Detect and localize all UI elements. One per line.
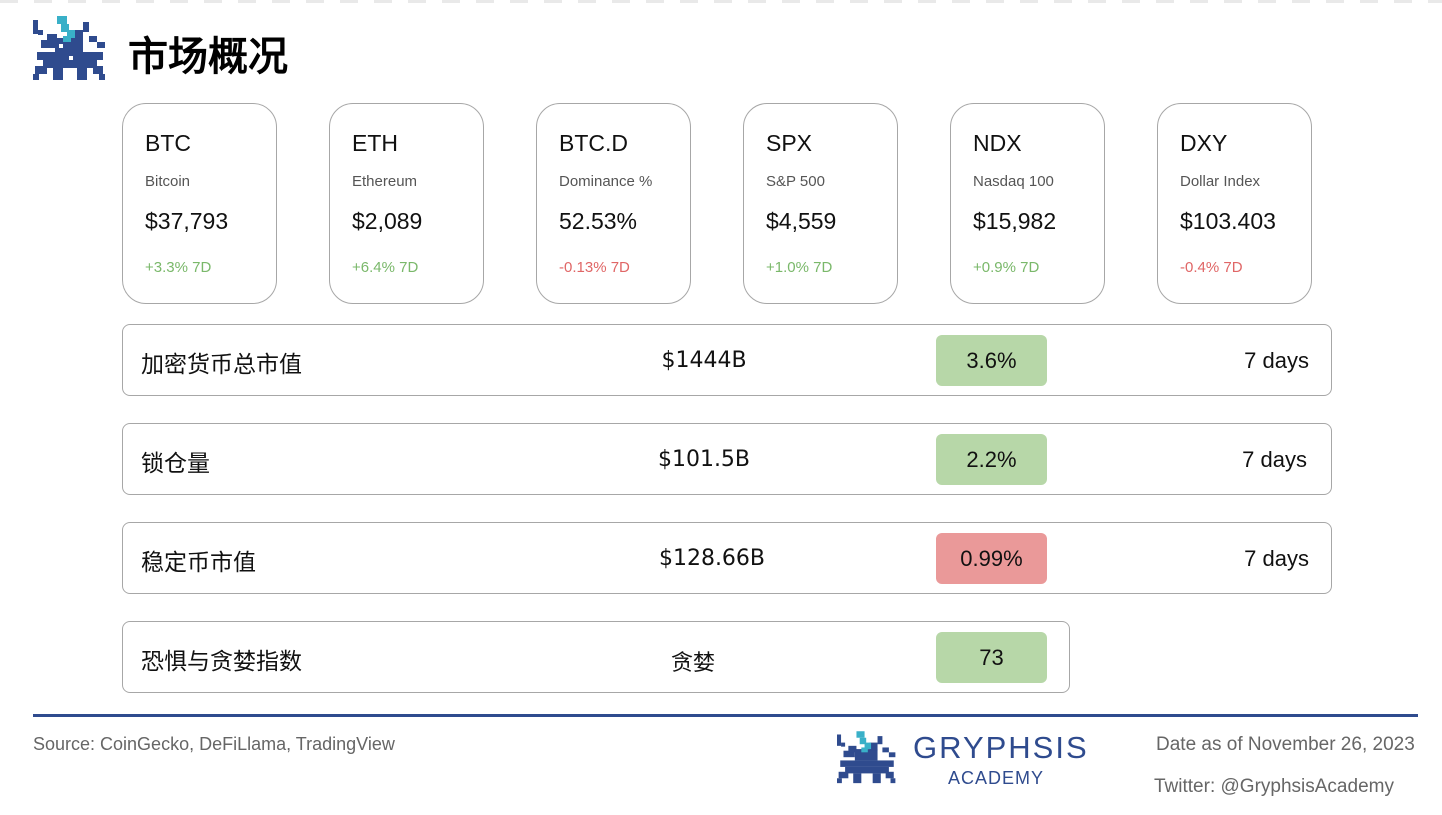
card-price: 52.53%: [559, 208, 638, 234]
metric-label: 锁仓量: [141, 451, 210, 477]
card-price: $37,793: [145, 208, 229, 234]
card-btc-dominance[interactable]: BTC.D Dominance % 52.53% -0.13% 7D: [536, 103, 691, 304]
metric-label: 稳定币市值: [141, 550, 256, 576]
top-dashed-border: [0, 0, 1442, 3]
metric-row-stablecoin-cap[interactable]: 稳定币市值 $128.66B 0.99% 7 days: [122, 522, 1332, 594]
metric-period: 7 days: [1244, 348, 1309, 373]
metric-change-badge: 0.99%: [936, 533, 1047, 584]
card-name: Nasdaq 100: [973, 173, 1054, 190]
metric-change-badge: 3.6%: [936, 335, 1047, 386]
metric-value: $101.5B: [657, 447, 751, 472]
card-change: -0.13% 7D: [559, 259, 630, 276]
date-note: Date as of November 26, 2023: [1156, 734, 1415, 755]
card-symbol: DXY: [1180, 130, 1228, 156]
metric-label: 加密货币总市值: [141, 352, 302, 378]
card-name: Dominance %: [559, 173, 653, 190]
gryphon-logo-icon: [33, 16, 105, 80]
footer-divider: [33, 714, 1418, 717]
card-change: +0.9% 7D: [973, 259, 1040, 276]
fear-greed-score-badge: 73: [936, 632, 1047, 683]
card-change: +6.4% 7D: [352, 259, 419, 276]
metric-change-badge: 2.2%: [936, 434, 1047, 485]
card-dxy[interactable]: DXY Dollar Index $103.403 -0.4% 7D: [1157, 103, 1312, 304]
metric-value: 贪婪: [670, 651, 715, 676]
card-ndx[interactable]: NDX Nasdaq 100 $15,982 +0.9% 7D: [950, 103, 1105, 304]
card-change: -0.4% 7D: [1180, 259, 1243, 276]
card-price: $15,982: [973, 208, 1057, 234]
twitter-handle: Twitter: @GryphsisAcademy: [1154, 776, 1394, 797]
card-price: $2,089: [352, 208, 423, 234]
brand-name: GRYPHSIS: [913, 730, 1089, 765]
card-symbol: BTC: [145, 130, 191, 156]
metric-label: 恐惧与贪婪指数: [141, 649, 302, 675]
market-cards: BTC Bitcoin $37,793 +3.3% 7D ETH Ethereu…: [122, 103, 1316, 306]
metric-row-total-market-cap[interactable]: 加密货币总市值 $1444B 3.6% 7 days: [122, 324, 1332, 396]
card-name: Bitcoin: [145, 173, 191, 190]
card-symbol: ETH: [352, 130, 398, 156]
card-price: $103.403: [1180, 208, 1276, 234]
page-title: 市场概况: [128, 34, 288, 80]
card-name: Dollar Index: [1180, 173, 1261, 190]
metric-period: 7 days: [1244, 546, 1309, 571]
card-eth[interactable]: ETH Ethereum $2,089 +6.4% 7D: [329, 103, 484, 304]
metric-period: 7 days: [1242, 447, 1307, 472]
card-change: +1.0% 7D: [766, 259, 833, 276]
card-symbol: NDX: [973, 130, 1022, 156]
metric-value: $1444B: [661, 348, 747, 373]
gryphsis-logo-icon: [837, 731, 896, 784]
card-price: $4,559: [766, 208, 837, 234]
card-symbol: BTC.D: [559, 130, 628, 156]
card-name: Ethereum: [352, 173, 418, 190]
brand-subtitle: ACADEMY: [948, 768, 1045, 788]
card-btc[interactable]: BTC Bitcoin $37,793 +3.3% 7D: [122, 103, 277, 304]
card-change: +3.3% 7D: [145, 259, 212, 276]
metric-value: $128.66B: [658, 546, 766, 571]
metric-row-fear-greed[interactable]: 恐惧与贪婪指数 贪婪 73: [122, 621, 1070, 693]
source-note: Source: CoinGecko, DeFiLlama, TradingVie…: [33, 734, 395, 754]
card-symbol: SPX: [766, 130, 813, 156]
metric-row-tvl[interactable]: 锁仓量 $101.5B 2.2% 7 days: [122, 423, 1332, 495]
card-spx[interactable]: SPX S&P 500 $4,559 +1.0% 7D: [743, 103, 898, 304]
card-name: S&P 500: [766, 173, 825, 190]
